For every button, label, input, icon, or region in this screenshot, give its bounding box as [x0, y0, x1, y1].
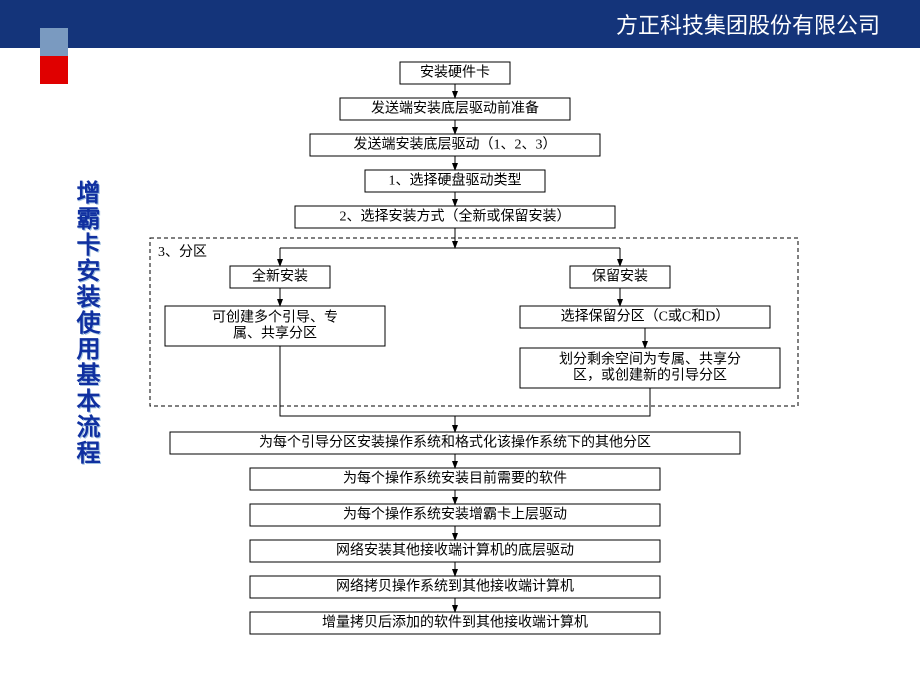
node-text-n2: 发送端安装底层驱动前准备	[371, 100, 539, 117]
header-bar: 方正科技集团股份有限公司	[0, 0, 920, 48]
node-text-n8b-2: 区，或创建新的引导分区	[573, 368, 727, 384]
node-text-n4: 1、选择硬盘驱动类型	[389, 172, 522, 189]
node-text-n14: 增量拷贝后添加的软件到其他接收端计算机	[322, 614, 588, 631]
node-text-n3: 发送端安装底层驱动（1、2、3）	[354, 137, 557, 153]
node-text-n7b: 选择保留分区（C或C和D）	[561, 309, 730, 325]
node-text-n9: 为每个引导分区安装操作系统和格式化该操作系统下的其他分区	[259, 435, 651, 451]
node-text-n6a: 全新安装	[252, 268, 308, 285]
node-text-n7a-2: 属、共享分区	[233, 325, 317, 342]
node-text-n7a-1: 可创建多个引导、专	[212, 309, 338, 326]
node-text-n5: 2、选择安装方式（全新或保留安装）	[340, 208, 571, 225]
company-name: 方正科技集团股份有限公司	[616, 8, 880, 40]
vertical-title: 增霸卡安装使用基本流程	[70, 180, 100, 466]
node-text-n8b-1: 划分剩余空间为专属、共享分	[559, 351, 741, 368]
deco-square-red	[40, 56, 68, 84]
node-text-n11: 为每个操作系统安装增霸卡上层驱动	[343, 507, 567, 523]
node-text-n12: 网络安装其他接收端计算机的底层驱动	[336, 542, 574, 559]
node-text-n13: 网络拷贝操作系统到其他接收端计算机	[336, 578, 574, 595]
flowchart: 3、分区 安装硬件卡发送端安装底层驱动前准备发送端安装底层驱动（1、2、3） 1、选…	[120, 48, 900, 688]
node-text-n6b: 保留安装	[592, 269, 648, 285]
partition-label: 3、分区	[158, 244, 207, 260]
merge-right	[455, 388, 650, 416]
deco-square-blue	[40, 28, 68, 56]
node-text-n1: 安装硬件卡	[420, 65, 490, 81]
node-text-n10: 为每个操作系统安装目前需要的软件	[343, 470, 567, 487]
